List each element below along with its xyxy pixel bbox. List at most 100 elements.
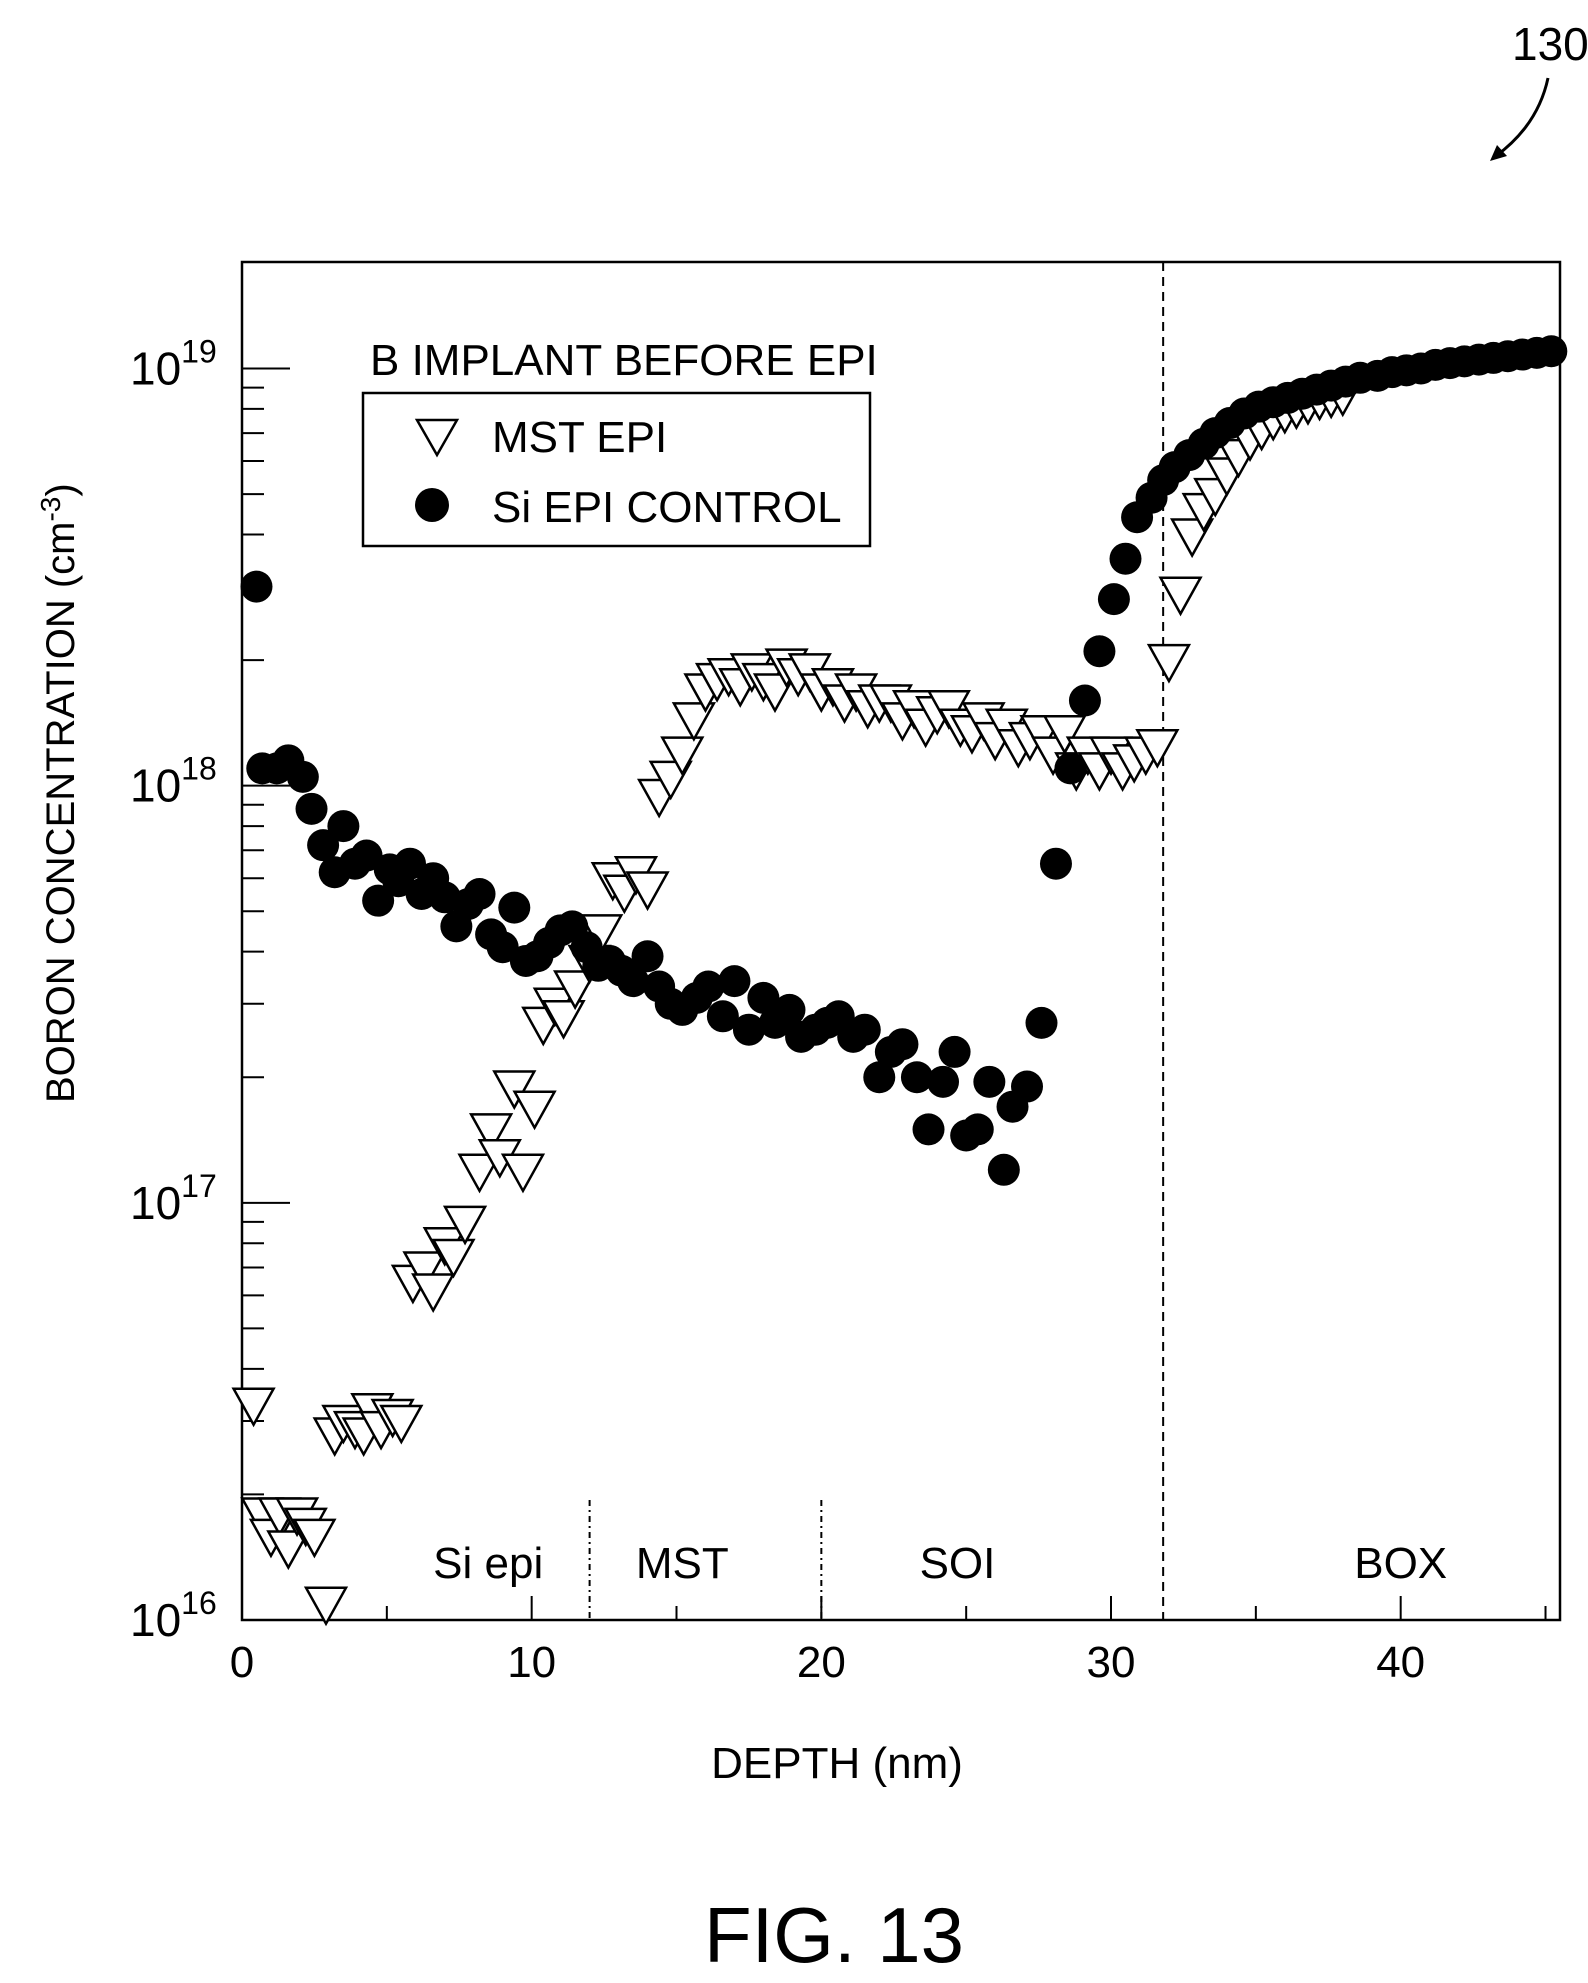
mst-epi-point bbox=[660, 736, 705, 777]
si-epi-control-point bbox=[718, 965, 751, 998]
x-axis-label: DEPTH (nm) bbox=[711, 1739, 963, 1788]
mst-epi-point bbox=[411, 1273, 456, 1314]
mst-epi-point bbox=[671, 702, 717, 742]
si-epi-control-point bbox=[286, 760, 319, 793]
y-tick-exponent: 16 bbox=[181, 1585, 217, 1621]
si-epi-control-point bbox=[732, 1013, 765, 1046]
legend-marker-triangle bbox=[414, 418, 460, 458]
y-axis-label-close: ) bbox=[39, 483, 83, 496]
si-epi-control-point bbox=[886, 1028, 919, 1061]
si-epi-control-point bbox=[1011, 1070, 1044, 1103]
mst-epi-point bbox=[379, 1404, 424, 1445]
reference-arrow bbox=[1495, 77, 1550, 158]
mst-epi-point bbox=[231, 1387, 276, 1428]
figure-caption: FIG. 13 bbox=[704, 1891, 964, 1979]
y-tick-base: 10 bbox=[130, 1177, 181, 1229]
si-epi-control-point bbox=[1068, 684, 1101, 717]
mst-epi-point bbox=[552, 970, 598, 1011]
mst-epi-point bbox=[500, 1153, 546, 1194]
si-epi-control-point bbox=[912, 1113, 945, 1146]
si-epi-control-point bbox=[773, 993, 806, 1026]
si-epi-control-point bbox=[1025, 1006, 1058, 1039]
mst-epi-point bbox=[492, 1070, 537, 1111]
legend-box bbox=[361, 391, 872, 548]
si-epi-control-point bbox=[240, 570, 273, 603]
mst-epi-point bbox=[292, 1518, 337, 1559]
si-epi-control-point bbox=[863, 1061, 896, 1094]
mst-epi-point bbox=[512, 1090, 557, 1131]
si-epi-control-point bbox=[1109, 542, 1142, 575]
legend-entry-mst-epi: MST EPI bbox=[492, 413, 667, 462]
si-epi-control-point bbox=[987, 1153, 1020, 1186]
si-epi-control-point bbox=[362, 884, 395, 917]
region-labels: Si epi MST SOI BOX bbox=[433, 1539, 1447, 1588]
x-tick-label: 10 bbox=[507, 1638, 556, 1687]
mst-epi-point bbox=[1135, 728, 1180, 769]
si-epi-control-point bbox=[617, 965, 650, 998]
si-epi-control-point bbox=[307, 829, 340, 862]
si-epi-control-point bbox=[1097, 583, 1130, 616]
x-tick-label: 20 bbox=[797, 1638, 846, 1687]
mst-epi-point bbox=[625, 871, 670, 912]
mst-epi-point bbox=[431, 1238, 476, 1279]
si-epi-control-point bbox=[1039, 847, 1072, 880]
si-epi-control-point bbox=[463, 877, 496, 910]
plot-frame bbox=[240, 260, 1562, 1622]
mst-epi-point bbox=[1146, 643, 1192, 684]
mst-epi-point bbox=[1158, 576, 1203, 617]
si-epi-control-point bbox=[961, 1113, 994, 1146]
mst-epi-point bbox=[266, 1530, 311, 1571]
y-tick-base: 10 bbox=[130, 760, 181, 812]
si-epi-control-point bbox=[747, 981, 780, 1014]
si-epi-control-point bbox=[692, 970, 725, 1003]
legend: B IMPLANT BEFORE EPI MST EPI Si EPI CONT… bbox=[361, 336, 878, 548]
si-epi-control-point bbox=[848, 1013, 881, 1046]
y-tick-base: 10 bbox=[130, 1594, 181, 1646]
legend-entry-si-epi-control: Si EPI CONTROL bbox=[492, 483, 842, 532]
si-epi-control-point bbox=[498, 891, 531, 924]
region-label: BOX bbox=[1354, 1539, 1447, 1588]
si-epi-control-point bbox=[1535, 335, 1568, 368]
y-tick-label: 1016 bbox=[130, 1585, 217, 1646]
legend-marker-circle bbox=[415, 488, 449, 522]
y-tick-label: 1019 bbox=[130, 333, 217, 394]
legend-title: B IMPLANT BEFORE EPI bbox=[370, 336, 878, 385]
si-epi-control-point bbox=[394, 847, 427, 880]
si-epi-control-point bbox=[327, 810, 360, 843]
mst-epi-point bbox=[1042, 715, 1087, 755]
si-epi-control-point bbox=[350, 839, 383, 872]
x-axis-ticks: 0 10 20 30 40 bbox=[230, 1596, 1547, 1687]
series-si-epi-control bbox=[240, 335, 1568, 1186]
si-epi-control-point bbox=[706, 1000, 739, 1033]
y-tick-exponent: 17 bbox=[181, 1168, 217, 1204]
mst-epi-point bbox=[468, 1113, 514, 1153]
series-mst-epi bbox=[231, 377, 1365, 1627]
y-tick-label: 1017 bbox=[130, 1168, 217, 1229]
y-axis-label: BORON CONCENTRATION (cm-3) bbox=[35, 483, 83, 1103]
si-epi-control-point bbox=[631, 940, 664, 973]
y-axis-label-superscript: -3 bbox=[35, 497, 66, 522]
region-label: MST bbox=[636, 1539, 729, 1588]
mst-epi-point bbox=[442, 1205, 488, 1246]
si-epi-control-point bbox=[1054, 752, 1087, 785]
si-epi-control-point bbox=[927, 1065, 960, 1098]
y-tick-label: 1018 bbox=[130, 751, 217, 812]
mst-epi-point bbox=[457, 1153, 502, 1194]
y-tick-exponent: 18 bbox=[181, 751, 217, 787]
si-epi-control-point bbox=[973, 1065, 1006, 1098]
y-tick-base: 10 bbox=[130, 342, 181, 394]
region-label: SOI bbox=[920, 1539, 996, 1588]
y-axis-label-text: BORON CONCENTRATION (cm bbox=[39, 522, 83, 1103]
reference-numeral: 130 bbox=[1512, 18, 1588, 70]
si-epi-control-point bbox=[1083, 635, 1116, 668]
mst-epi-point bbox=[402, 1251, 447, 1292]
reference-arrowhead bbox=[1490, 145, 1507, 161]
x-tick-label: 0 bbox=[230, 1638, 254, 1687]
region-label: Si epi bbox=[433, 1539, 543, 1588]
si-epi-control-point bbox=[938, 1035, 971, 1068]
y-tick-exponent: 19 bbox=[181, 333, 217, 369]
mst-epi-point bbox=[541, 1000, 586, 1040]
